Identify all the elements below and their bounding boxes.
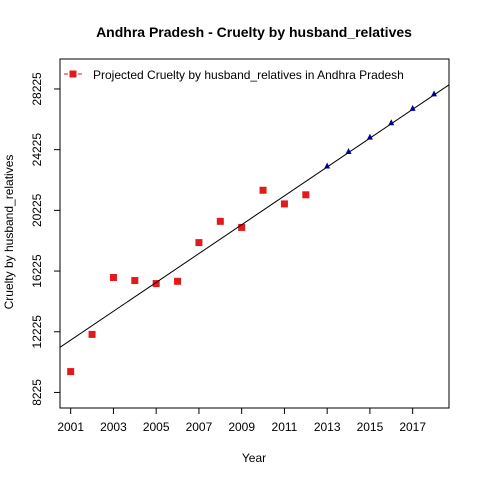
observed-point	[195, 239, 203, 247]
observed-point	[67, 368, 75, 376]
chart-title: Andhra Pradesh - Cruelty by husband_rela…	[96, 24, 412, 40]
x-tick-label: 2005	[143, 420, 170, 434]
observed-point	[238, 223, 246, 231]
x-tick-label: 2007	[186, 420, 213, 434]
x-tick-label: 2003	[100, 420, 127, 434]
projected-point	[345, 148, 352, 155]
x-tick-label: 2013	[314, 420, 341, 434]
y-tick-label: 20225	[30, 193, 44, 227]
observed-point	[152, 280, 160, 288]
legend: Projected Cruelty by husband_relatives i…	[64, 68, 404, 82]
plot-marks	[59, 84, 450, 376]
y-axis-label: Cruelty by husband_relatives	[2, 155, 16, 310]
x-tick-label: 2015	[357, 420, 384, 434]
y-tick-label: 16225	[30, 254, 44, 288]
x-tick-label: 2017	[399, 420, 426, 434]
observed-point	[174, 277, 182, 285]
legend-marker	[69, 70, 77, 78]
projected-point	[409, 104, 416, 111]
x-axis-label: Year	[242, 451, 266, 465]
observed-point	[259, 186, 267, 194]
x-tick-label: 2009	[228, 420, 255, 434]
axes: 2001 2003 2005 2007 2009 2011 2013 2015 2017 8225…	[30, 58, 450, 434]
legend-label: Projected Cruelty by husband_relatives i…	[93, 68, 404, 82]
observed-point	[302, 191, 310, 199]
x-tick-label: 2011	[272, 420, 298, 434]
projected-point	[366, 133, 373, 140]
observed-point	[216, 217, 224, 225]
observed-point	[131, 277, 139, 285]
observed-point	[88, 330, 96, 338]
y-tick-label: 8225	[30, 379, 44, 406]
y-tick-label: 28225	[30, 72, 44, 106]
y-tick-label: 24225	[30, 133, 44, 167]
projected-point	[324, 162, 331, 169]
trend-line	[59, 84, 450, 348]
y-tick-label: 12225	[30, 315, 44, 349]
projected-point	[388, 119, 395, 126]
observed-point	[109, 274, 117, 282]
plot-frame	[59, 58, 450, 409]
projected-point	[431, 90, 438, 97]
observed-point	[280, 200, 288, 208]
x-tick-label: 2001	[57, 420, 84, 434]
